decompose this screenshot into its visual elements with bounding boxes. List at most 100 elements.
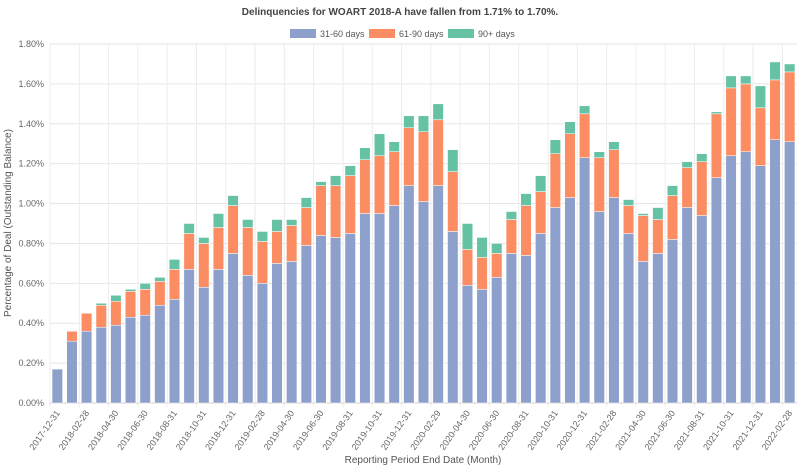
- bar-segment-31-60-days: [271, 263, 283, 404]
- bar-segment-31-60-days: [227, 253, 239, 404]
- bar-segment-90-days: [754, 85, 766, 109]
- bar-segment-90-days: [461, 223, 473, 250]
- bar-segment-61-90-days: [505, 219, 517, 254]
- bar-segment-31-60-days: [125, 316, 137, 404]
- legend-label: 61-90 days: [399, 29, 444, 39]
- bar-segment-31-60-days: [476, 289, 488, 404]
- bar-segment-31-60-days: [520, 255, 532, 404]
- y-tick-label: 0.60%: [18, 278, 44, 288]
- bar-segment-31-60-days: [564, 197, 576, 404]
- bar-segment-31-60-days: [505, 253, 517, 404]
- bar-segment-90-days: [286, 219, 298, 226]
- legend: 31-60 days 61-90 days 90+ days: [290, 29, 515, 39]
- legend-swatch: [369, 29, 395, 38]
- bar-segment-31-60-days: [447, 231, 459, 404]
- bar-segment-90-days: [374, 133, 386, 156]
- bar-segment-31-60-days: [51, 368, 63, 404]
- bar-segment-31-60-days: [359, 213, 371, 404]
- bar-segment-31-60-days: [666, 239, 679, 404]
- bar-segment-31-60-days: [623, 233, 635, 404]
- x-tick-label: 2022-02-28: [760, 408, 795, 451]
- bar-segment-31-60-days: [403, 185, 415, 404]
- bar-segment-90-days: [549, 139, 561, 154]
- bar-segment-61-90-days: [227, 205, 239, 254]
- bar-segment-90-days: [666, 185, 679, 196]
- bar-segment-61-90-days: [579, 113, 591, 158]
- bar-segment-61-90-days: [725, 87, 737, 156]
- bar-segment-31-60-days: [461, 285, 473, 404]
- bar-segment-31-60-days: [374, 213, 386, 404]
- bar-segment-61-90-days: [125, 291, 137, 318]
- bar-segment-61-90-days: [81, 313, 93, 332]
- y-tick-label: 0.40%: [18, 318, 44, 328]
- bar-segment-90-days: [271, 219, 283, 232]
- legend-swatch: [290, 29, 316, 38]
- bar-segment-61-90-days: [461, 249, 473, 286]
- bar-segment-31-60-days: [183, 269, 195, 404]
- bar-segment-31-60-days: [154, 305, 166, 404]
- bar-segment-61-90-days: [710, 113, 722, 178]
- bar-segment-31-60-days: [300, 245, 312, 404]
- bar-segment-31-60-days: [139, 314, 151, 404]
- bar-segment-90-days: [564, 121, 576, 134]
- bar-segment-90-days: [139, 283, 151, 290]
- bar-segment-61-90-days: [754, 107, 766, 166]
- bar-segment-31-60-days: [81, 330, 93, 404]
- bar-segment-90-days: [608, 141, 620, 150]
- x-axis-label: Reporting Period End Date (Month): [345, 455, 502, 466]
- bar-segment-90-days: [681, 161, 693, 168]
- bar-segment-90-days: [154, 277, 166, 282]
- bar-segment-90-days: [125, 289, 137, 292]
- bar-segment-31-60-days: [330, 237, 342, 404]
- bar-segment-61-90-days: [608, 149, 620, 198]
- bar-segment-31-60-days: [652, 253, 664, 404]
- bar-segment-61-90-days: [344, 175, 356, 234]
- bar-segment-61-90-days: [154, 281, 166, 306]
- bar-segment-90-days: [330, 175, 342, 186]
- bar-segment-61-90-days: [315, 185, 327, 236]
- bar-segment-61-90-days: [417, 131, 430, 202]
- bar-segment-31-60-days: [212, 269, 224, 404]
- bar-segment-61-90-days: [696, 161, 708, 216]
- bar-segment-31-60-days: [95, 326, 107, 404]
- bar-segment-90-days: [652, 207, 664, 220]
- bar-segment-90-days: [740, 75, 752, 85]
- bar-segment-90-days: [359, 147, 371, 160]
- y-tick-label: 1.60%: [18, 79, 44, 89]
- bar-segment-61-90-days: [374, 155, 386, 214]
- bar-segment-90-days: [417, 115, 430, 133]
- bar-segment-61-90-days: [330, 185, 342, 238]
- bar-segment-61-90-days: [256, 241, 268, 284]
- legend-label: 90+ days: [478, 29, 515, 39]
- bar-segment-61-90-days: [198, 243, 210, 288]
- bar-segment-31-60-days: [198, 287, 210, 404]
- bar-segment-90-days: [315, 181, 327, 186]
- bar-segment-90-days: [388, 141, 400, 152]
- bar-segment-31-60-days: [168, 299, 181, 404]
- bar-segment-61-90-days: [740, 83, 752, 152]
- bar-segment-61-90-days: [271, 231, 283, 264]
- bar-segment-90-days: [710, 111, 722, 115]
- chart-title: Delinquencies for WOART 2018-A have fall…: [242, 7, 559, 18]
- bar-segment-90-days: [198, 237, 210, 244]
- bar-segment-61-90-days: [681, 167, 693, 208]
- bar-segment-90-days: [256, 231, 268, 242]
- bar-segment-90-days: [637, 213, 649, 216]
- bar-segment-31-60-days: [637, 261, 649, 404]
- y-tick-label: 0.20%: [18, 358, 44, 368]
- bar-segment-61-90-days: [652, 219, 664, 254]
- bar-segment-61-90-days: [637, 215, 649, 262]
- bars: [51, 61, 796, 404]
- bar-segment-90-days: [212, 213, 224, 228]
- bar-segment-61-90-days: [491, 253, 503, 278]
- bar-segment-61-90-days: [388, 151, 400, 206]
- bar-segment-61-90-days: [623, 205, 635, 234]
- bar-segment-90-days: [168, 259, 181, 270]
- bar-segment-90-days: [769, 61, 781, 81]
- bar-segment-61-90-days: [593, 157, 605, 212]
- bar-segment-61-90-days: [139, 289, 151, 316]
- bar-segment-90-days: [242, 219, 254, 228]
- bar-segment-31-60-days: [740, 151, 752, 404]
- bar-segment-61-90-days: [447, 171, 459, 232]
